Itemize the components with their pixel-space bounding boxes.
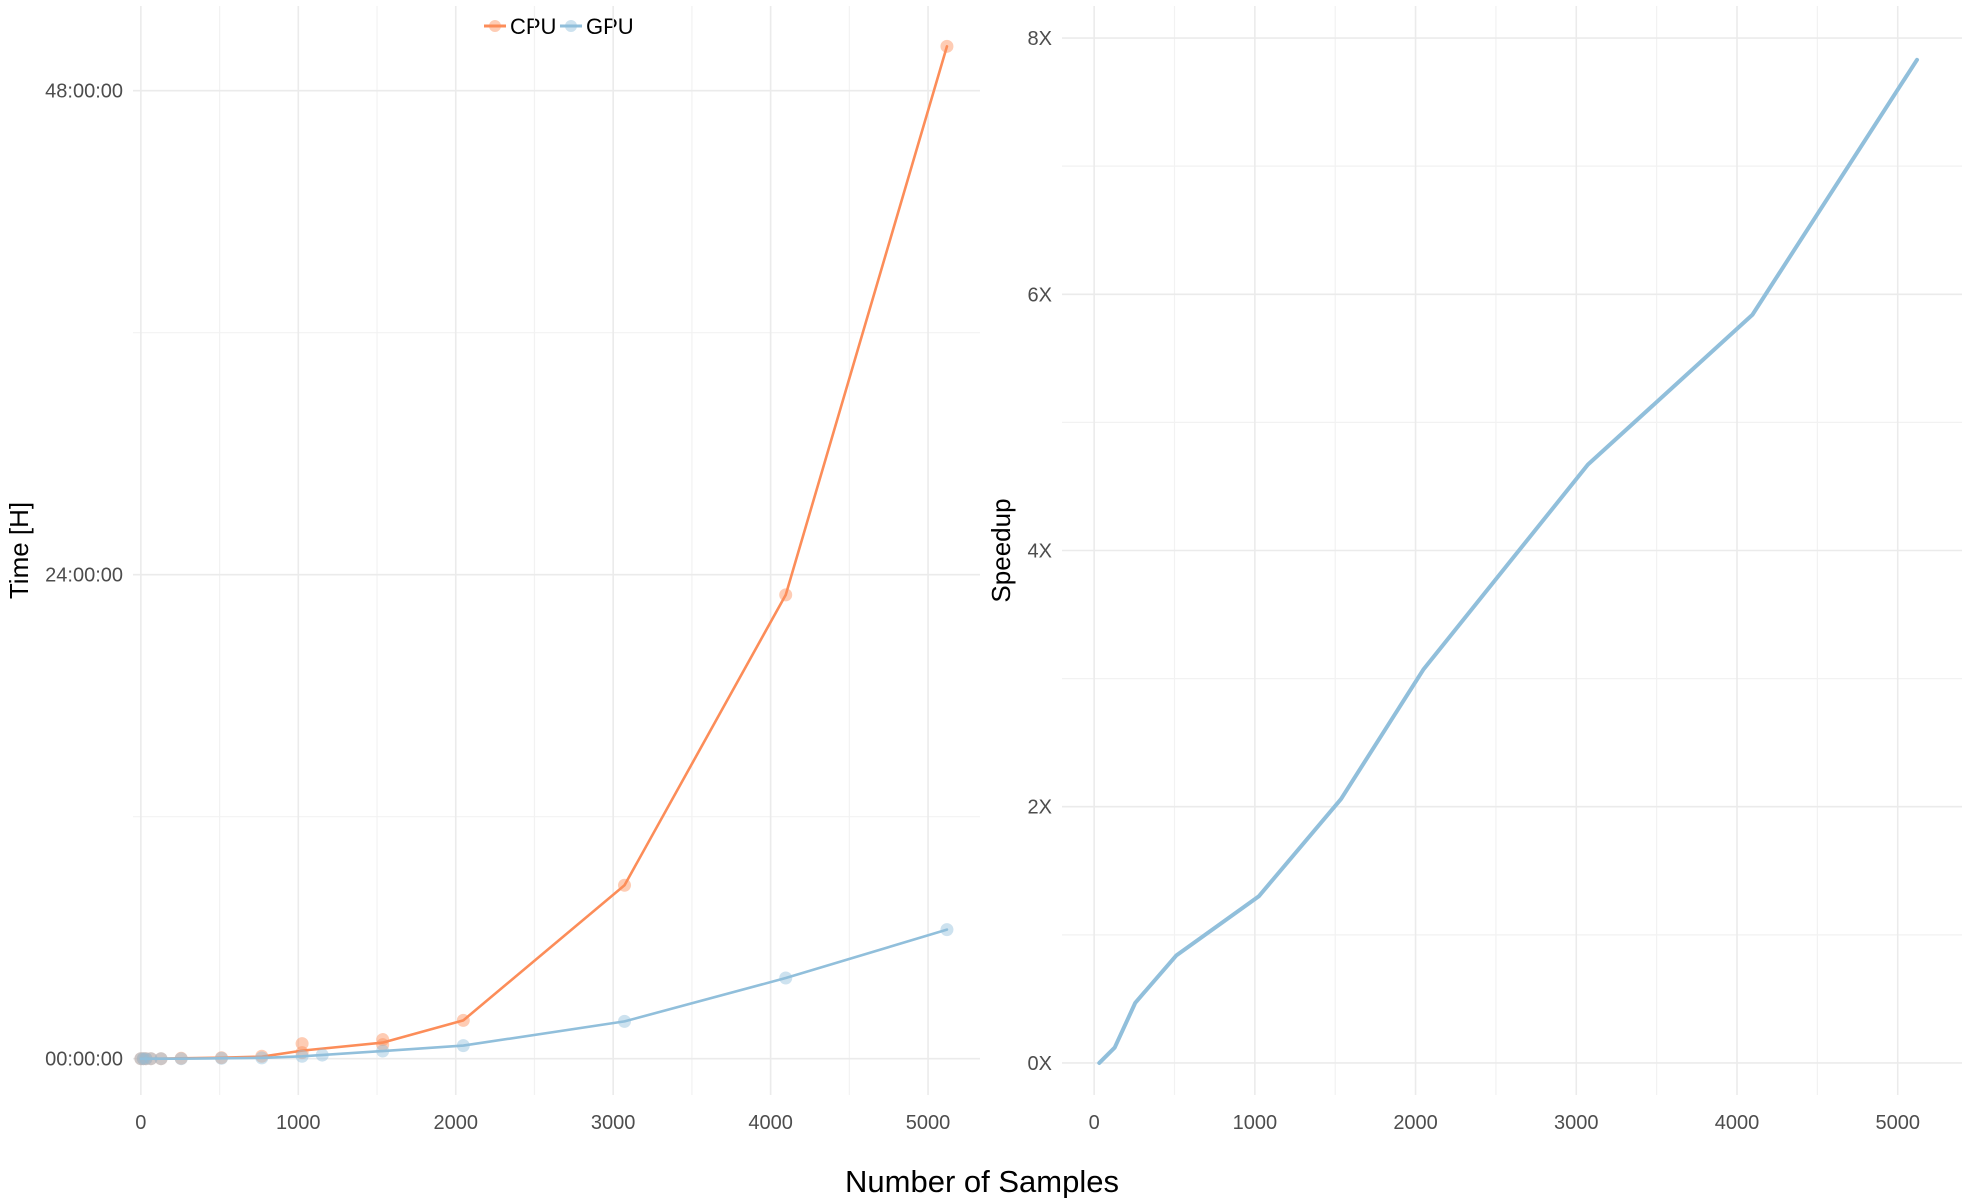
series-cpu xyxy=(134,39,954,1066)
legend-label: GPU xyxy=(586,14,634,39)
time-chart-panel: 0 1000 2000 3000 4000 5000 00:00:00 24:00:00 48:… xyxy=(4,6,980,1134)
y-tick-label: 0X xyxy=(1028,1053,1052,1075)
series-line xyxy=(1097,57,1919,1065)
x-tick-label: 1000 xyxy=(276,1112,321,1134)
x-tick-label: 0 xyxy=(135,1112,146,1134)
x-tick-label: 2000 xyxy=(1393,1112,1438,1134)
legend-label: CPU xyxy=(510,14,556,39)
y-tick-label: 2X xyxy=(1028,797,1052,819)
x-tick-label: 5000 xyxy=(1875,1112,1920,1134)
series-line xyxy=(139,45,949,1060)
y-tick-label: 48:00:00 xyxy=(45,81,123,103)
legend-key-point xyxy=(489,20,501,32)
y-axis-title: Speedup xyxy=(986,498,1016,602)
x-tick-label: 1000 xyxy=(1233,1112,1278,1134)
x-tick-label: 2000 xyxy=(433,1112,478,1134)
x-tick-label: 0 xyxy=(1089,1112,1100,1134)
x-tick-label: 4000 xyxy=(748,1112,793,1134)
series-gpu xyxy=(134,923,954,1066)
y-tick-label: 4X xyxy=(1028,541,1052,563)
data-point xyxy=(295,1037,309,1051)
legend: CPU GPU xyxy=(484,14,634,39)
series-speedup xyxy=(1097,57,1919,1065)
x-tick-label: 5000 xyxy=(906,1112,951,1134)
x-tick-label: 4000 xyxy=(1715,1112,1760,1134)
y-axis-title: Time [H] xyxy=(4,502,34,599)
speedup-chart-panel: 0 1000 2000 3000 4000 5000 0X 2X 4X 6X 8X Speedup xyxy=(986,6,1962,1134)
x-tick-label: 3000 xyxy=(591,1112,636,1134)
x-axis-title: Number of Samples xyxy=(845,1164,1119,1198)
series-line xyxy=(139,928,949,1060)
y-tick-label: 24:00:00 xyxy=(45,565,123,587)
legend-key-point xyxy=(565,20,577,32)
y-tick-label: 00:00:00 xyxy=(45,1049,123,1071)
y-tick-label: 8X xyxy=(1028,28,1052,50)
legend-item-cpu: CPU xyxy=(484,14,556,39)
x-tick-label: 3000 xyxy=(1554,1112,1599,1134)
legend-item-gpu: GPU xyxy=(560,14,634,39)
y-tick-label: 6X xyxy=(1028,284,1052,306)
